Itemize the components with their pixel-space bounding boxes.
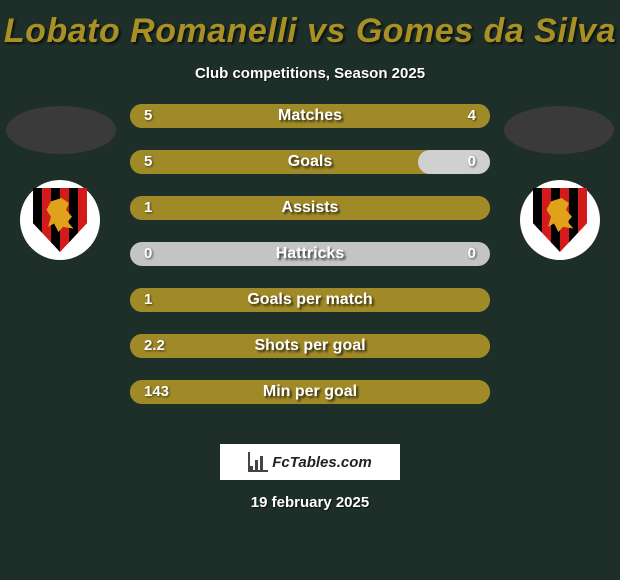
stat-row: 50Goals (130, 146, 490, 178)
stat-row: 1Assists (130, 192, 490, 224)
snapshot-date: 19 february 2025 (0, 494, 620, 511)
stat-label: Matches (130, 100, 490, 132)
stat-label: Assists (130, 192, 490, 224)
player-left-head (6, 106, 116, 154)
stat-row: 54Matches (130, 100, 490, 132)
stat-row: 1Goals per match (130, 284, 490, 316)
player-left-crest (20, 180, 100, 260)
player-right-crest (520, 180, 600, 260)
stat-row: 00Hattricks (130, 238, 490, 270)
brand-badge: FcTables.com (220, 444, 400, 480)
stat-label: Min per goal (130, 376, 490, 408)
stat-label: Shots per goal (130, 330, 490, 362)
stat-row: 2.2Shots per goal (130, 330, 490, 362)
shield-icon (33, 188, 87, 252)
stat-label: Goals per match (130, 284, 490, 316)
stat-row: 143Min per goal (130, 376, 490, 408)
comparison-arena: 54Matches 50Goals 1Assists 00Hattricks 1Goal… (0, 100, 620, 440)
shield-icon (533, 188, 587, 252)
stat-bars: 54Matches 50Goals 1Assists 00Hattricks 1Goal… (130, 100, 490, 422)
chart-icon (248, 452, 268, 472)
page-title: Lobato Romanelli vs Gomes da Silva (0, 0, 620, 51)
stat-label: Hattricks (130, 238, 490, 270)
brand-text: FcTables.com (272, 454, 371, 471)
season-subtitle: Club competitions, Season 2025 (0, 65, 620, 82)
player-right-head (504, 106, 614, 154)
stat-label: Goals (130, 146, 490, 178)
